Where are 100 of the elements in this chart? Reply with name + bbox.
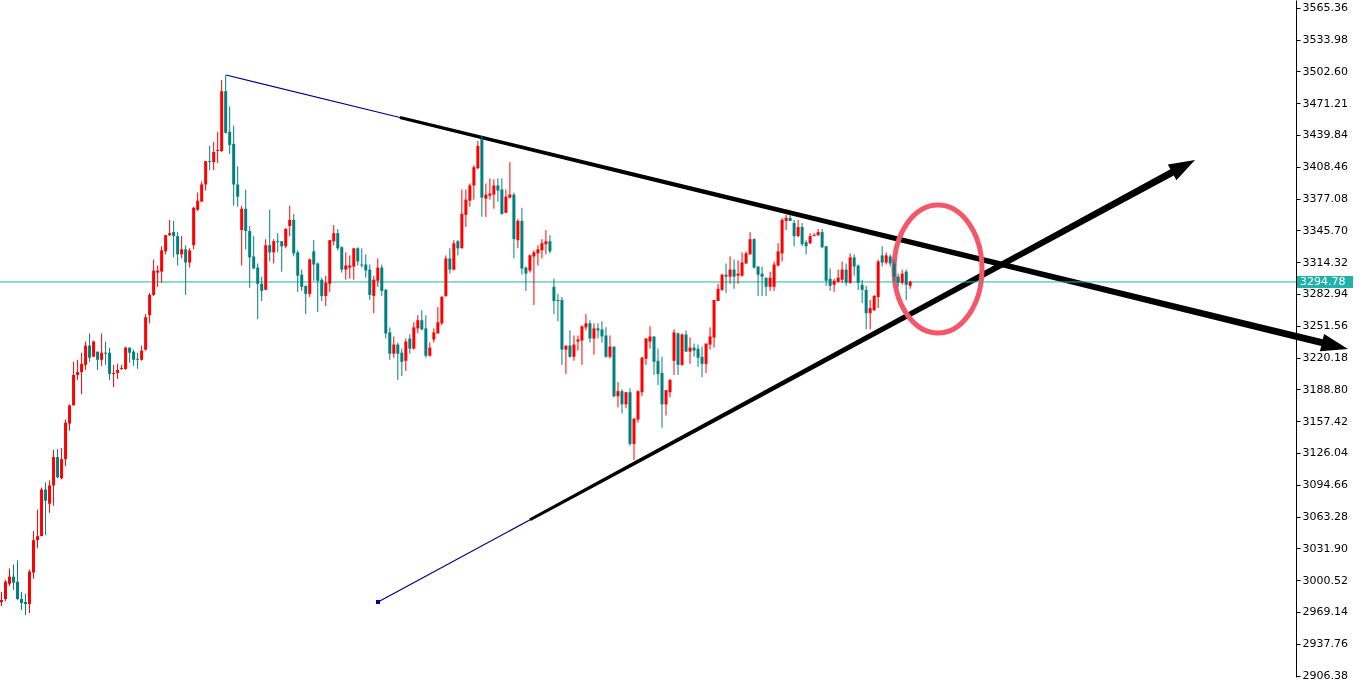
candlestick <box>404 338 408 372</box>
candlestick <box>84 341 88 371</box>
candlestick <box>860 279 864 304</box>
y-tick-label: 3314.32 <box>1302 255 1348 269</box>
candlestick <box>272 238 276 264</box>
candlestick <box>408 333 412 355</box>
candlestick <box>528 253 532 274</box>
candlestick <box>356 246 360 267</box>
candlestick <box>284 227 288 249</box>
candlestick <box>760 266 764 297</box>
candlestick <box>56 448 60 479</box>
candlestick <box>100 332 104 367</box>
candlestick <box>212 141 216 171</box>
candlestick <box>648 325 652 350</box>
candlestick <box>76 359 80 381</box>
candlestick <box>504 189 508 214</box>
candlestick <box>400 348 404 377</box>
y-tick-label: 3188.80 <box>1302 382 1348 396</box>
candlestick <box>484 182 488 218</box>
candlestick <box>16 559 20 601</box>
candlestick <box>724 263 728 294</box>
candlestick <box>20 591 24 611</box>
candlestick <box>344 251 348 281</box>
y-tick-label: 3565.36 <box>1302 1 1348 15</box>
candlestick <box>568 329 572 359</box>
candlestick <box>516 218 520 249</box>
y-tick-label: 3000.52 <box>1302 573 1348 587</box>
candlestick <box>88 332 92 363</box>
candlestick <box>44 481 48 536</box>
candlestick <box>204 160 208 192</box>
candlestick <box>564 345 568 375</box>
candlestick <box>608 334 612 360</box>
candlestick <box>60 447 64 480</box>
y-tick-label: 3471.21 <box>1302 96 1348 110</box>
y-tick-label: 3345.70 <box>1302 223 1348 237</box>
candlestick <box>24 593 28 616</box>
candlestick <box>816 228 820 237</box>
y-tick-label: 3094.66 <box>1302 478 1348 492</box>
candlestick <box>892 258 896 283</box>
candlestick <box>176 231 180 267</box>
candlestick <box>580 324 584 366</box>
candlestick <box>360 247 364 269</box>
candlestick <box>544 229 548 255</box>
candlestick <box>244 189 248 250</box>
candlestick <box>276 232 280 253</box>
ref-line-label: 3294.78 <box>1300 274 1346 288</box>
candlestick <box>396 342 400 381</box>
candlestick <box>288 205 292 237</box>
candlestick <box>840 260 844 284</box>
candlestick <box>108 347 112 381</box>
candlestick <box>880 245 884 268</box>
candlestick <box>548 234 552 254</box>
candlestick <box>532 249 536 306</box>
y-tick-label: 3377.08 <box>1302 192 1348 206</box>
candlestick <box>236 165 240 208</box>
candlestick <box>740 251 744 278</box>
y-tick-label: 3220.18 <box>1302 351 1348 365</box>
candlestick <box>240 205 244 267</box>
y-tick-label: 3533.98 <box>1302 33 1348 47</box>
candlestick <box>48 479 52 514</box>
candlestick <box>36 509 40 549</box>
candlestick <box>456 239 460 256</box>
y-tick-label: 3157.42 <box>1302 414 1348 428</box>
candlestick <box>596 322 600 339</box>
candlestick <box>592 322 596 356</box>
candlestick <box>728 255 732 285</box>
candlestick <box>732 258 736 290</box>
candlestick <box>868 299 872 330</box>
y-tick-label: 2937.76 <box>1302 637 1348 651</box>
candlestick <box>552 278 556 315</box>
y-tick-label: 3251.56 <box>1302 319 1348 333</box>
y-tick-label: 3439.84 <box>1302 128 1348 142</box>
candlestick <box>688 336 692 365</box>
candlestick <box>188 247 192 269</box>
candlestick <box>572 334 576 362</box>
candlestick <box>208 145 212 171</box>
candlestick <box>588 319 592 344</box>
candlestick <box>112 364 116 388</box>
candlestick <box>280 240 284 273</box>
y-tick-label: 2969.14 <box>1302 605 1348 619</box>
candlestick <box>844 263 848 287</box>
y-tick-label: 3502.60 <box>1302 64 1348 78</box>
candlestick <box>392 335 396 359</box>
candlestick <box>184 244 188 296</box>
candlestick <box>260 276 264 302</box>
candlestick <box>492 178 496 210</box>
candlestick <box>172 220 176 258</box>
candlestick <box>4 579 8 602</box>
candlestick <box>796 219 800 238</box>
candlestick <box>792 219 796 247</box>
y-tick-label: 3063.28 <box>1302 510 1348 524</box>
y-tick-label: 2906.38 <box>1302 669 1348 683</box>
candlestick <box>684 329 688 353</box>
candlestick <box>700 346 704 378</box>
candlestick <box>620 388 624 414</box>
candlestick <box>864 285 868 330</box>
y-tick-label: 3126.04 <box>1302 446 1348 460</box>
candlestick <box>736 259 740 285</box>
y-tick-label: 3408.46 <box>1302 160 1348 174</box>
candlestick <box>352 247 356 281</box>
